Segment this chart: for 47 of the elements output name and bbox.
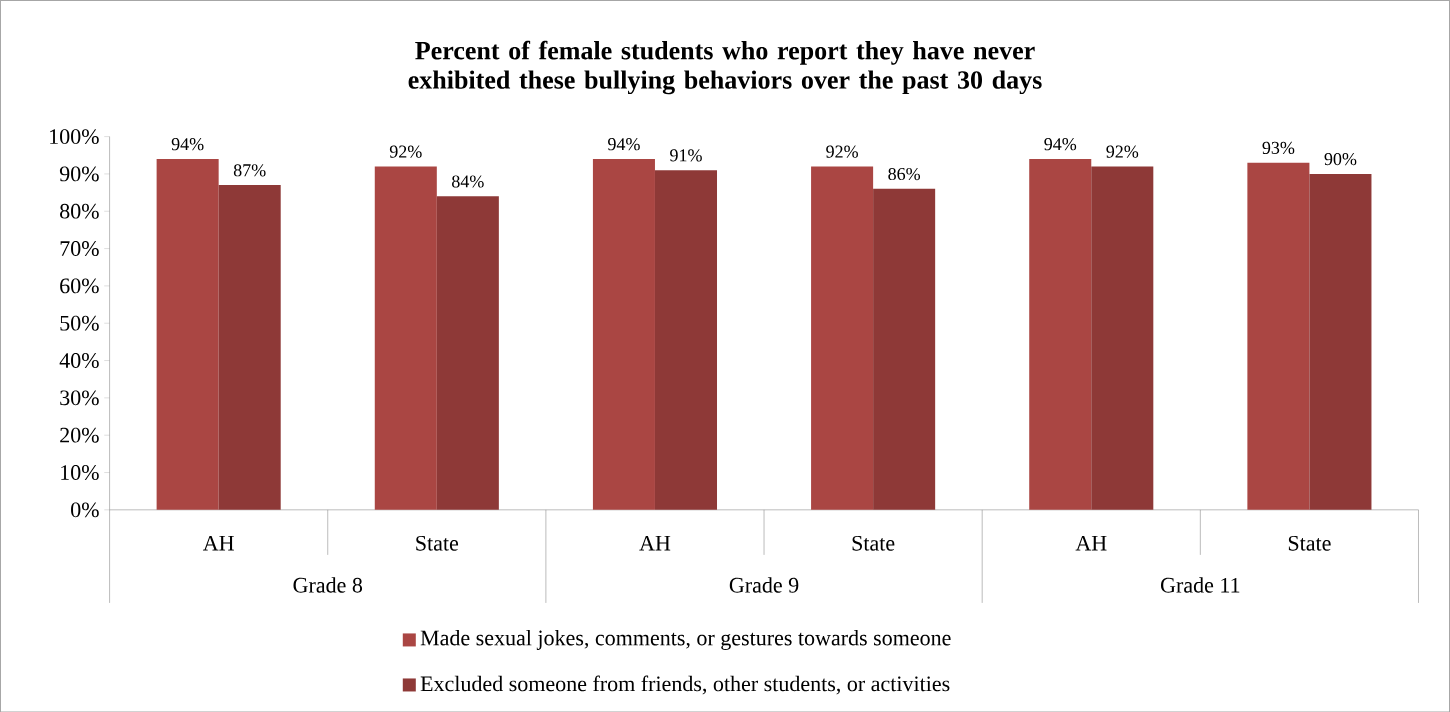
y-tick-label: 30% bbox=[60, 390, 99, 406]
bar bbox=[592, 158, 655, 510]
data-label: 86% bbox=[888, 167, 921, 180]
data-label: 92% bbox=[1106, 145, 1139, 158]
chart-title: Percent of female students who report they have never exhibited these bullying behaviors over the past 30 days bbox=[408, 40, 1042, 95]
bar bbox=[811, 166, 874, 510]
bar bbox=[1247, 162, 1310, 510]
y-tick-label: 10% bbox=[61, 464, 99, 480]
bar bbox=[1029, 158, 1092, 510]
bar bbox=[1091, 166, 1154, 510]
bar bbox=[218, 184, 281, 510]
text: Grade 9 bbox=[729, 576, 799, 593]
bar bbox=[654, 169, 718, 510]
data-label: 91% bbox=[670, 149, 702, 162]
text: Grade 8 bbox=[293, 576, 363, 593]
data-label: 90% bbox=[1324, 152, 1357, 165]
data-label: 92% bbox=[389, 145, 422, 158]
y-tick-label: 40% bbox=[59, 352, 99, 368]
data-label: 84% bbox=[452, 175, 484, 188]
data-label: 93% bbox=[1262, 141, 1295, 154]
y-tick-label: 100% bbox=[50, 128, 99, 144]
x-tick-label: State bbox=[416, 535, 459, 551]
legend-label: Excluded someone from friends, other students, or activities bbox=[420, 675, 950, 695]
legend-label: Made sexual jokes, comments, or gestures towards someone bbox=[420, 629, 951, 650]
y-tick-label: 0% bbox=[71, 502, 99, 518]
bar bbox=[1309, 173, 1372, 510]
text: Grade 11 bbox=[1160, 576, 1240, 593]
y-tick-label: 90% bbox=[59, 166, 99, 182]
x-tick-label: State bbox=[1288, 535, 1331, 551]
data-label: 87% bbox=[233, 163, 266, 177]
data-label: 92% bbox=[826, 145, 858, 158]
y-tick-label: 70% bbox=[60, 240, 99, 256]
bar bbox=[156, 158, 219, 510]
x-tick-label: AH bbox=[202, 535, 234, 551]
x-tick-label: State bbox=[852, 535, 895, 551]
y-tick-label: 80% bbox=[60, 203, 99, 219]
y-tick-label: 60% bbox=[60, 278, 99, 294]
x-tick-label: AH bbox=[1075, 535, 1107, 551]
bar bbox=[436, 196, 499, 510]
x-tick-label: AH bbox=[639, 535, 671, 551]
data-label: 94% bbox=[1044, 137, 1077, 151]
y-tick-label: 20% bbox=[60, 427, 99, 443]
bar bbox=[873, 188, 936, 510]
data-label: 94% bbox=[171, 137, 204, 151]
y-tick-label: 50% bbox=[60, 315, 99, 331]
bar bbox=[374, 166, 437, 510]
data-label: 94% bbox=[608, 137, 640, 151]
